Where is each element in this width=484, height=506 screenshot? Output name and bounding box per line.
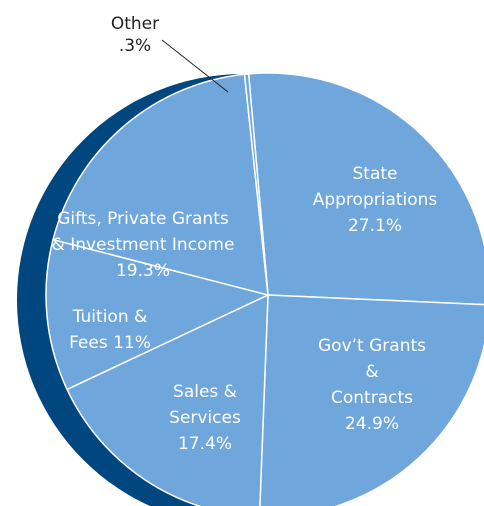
value-label: 19.3% (115, 261, 171, 281)
pie-slice (45, 238, 271, 391)
category-label: State Appropriations (312, 164, 438, 210)
value-label: .3% (118, 36, 152, 56)
category-label: Tuition & Fees (69, 307, 148, 353)
category-label: Other (110, 14, 160, 34)
slice-label: Other .3% (111, 13, 159, 57)
slice-label: State Appropriations 27.1% (313, 161, 438, 239)
pie-slice (52, 73, 269, 296)
leader-line (161, 39, 229, 93)
slice-label: Gov’t Grants & Contracts 24.9% (316, 333, 428, 437)
category-label: Gov’t Grants & Contracts (318, 336, 426, 408)
slice-label: Sales & Services 17.4% (169, 379, 241, 457)
pie-slice (243, 73, 269, 296)
pie-slice (247, 72, 484, 306)
value-label: 27.1% (347, 216, 403, 236)
pie-slice (66, 293, 269, 506)
pie-slice (259, 294, 484, 506)
value-label: 11% (113, 333, 151, 353)
value-label: 17.4% (177, 434, 232, 454)
slice-label: Tuition & Fees 11% (69, 304, 151, 356)
category-label: Sales & Services (169, 382, 241, 428)
value-label: 24.9% (344, 414, 399, 434)
slice-label: Gifts, Private Grants & Investment Incom… (52, 206, 235, 284)
category-label: Gifts, Private Grants & Investment Incom… (51, 209, 235, 255)
